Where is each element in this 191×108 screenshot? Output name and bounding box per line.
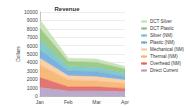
svg-text:7000: 7000 bbox=[27, 34, 38, 40]
svg-text:4000: 4000 bbox=[27, 59, 38, 65]
svg-text:10000: 10000 bbox=[24, 9, 38, 15]
svg-text:1000: 1000 bbox=[27, 85, 38, 91]
svg-text:3000: 3000 bbox=[27, 68, 38, 74]
svg-text:Jan: Jan bbox=[36, 99, 44, 105]
svg-text:Revenue: Revenue bbox=[54, 6, 80, 12]
svg-text:Mechanical (NM): Mechanical (NM) bbox=[150, 47, 185, 52]
svg-text:Thermal (NM): Thermal (NM) bbox=[150, 54, 178, 59]
svg-text:Feb: Feb bbox=[64, 99, 73, 105]
svg-text:Silver (NM): Silver (NM) bbox=[150, 33, 173, 38]
svg-text:9000: 9000 bbox=[27, 17, 38, 23]
svg-text:DCT Silver: DCT Silver bbox=[150, 19, 172, 24]
svg-text:Dollars: Dollars bbox=[15, 46, 21, 62]
svg-text:Direct Current: Direct Current bbox=[150, 68, 179, 73]
svg-text:8000: 8000 bbox=[27, 26, 38, 32]
svg-text:Mar: Mar bbox=[92, 99, 101, 105]
svg-text:Apr: Apr bbox=[121, 99, 129, 105]
svg-text:2000: 2000 bbox=[27, 76, 38, 82]
svg-text:DCT Plastic: DCT Plastic bbox=[150, 26, 174, 31]
svg-text:5000: 5000 bbox=[27, 51, 38, 57]
svg-text:0: 0 bbox=[35, 93, 38, 99]
svg-text:6000: 6000 bbox=[27, 43, 38, 49]
svg-text:Overhead (NM): Overhead (NM) bbox=[150, 61, 182, 66]
svg-text:Plastic (NM): Plastic (NM) bbox=[150, 40, 175, 45]
